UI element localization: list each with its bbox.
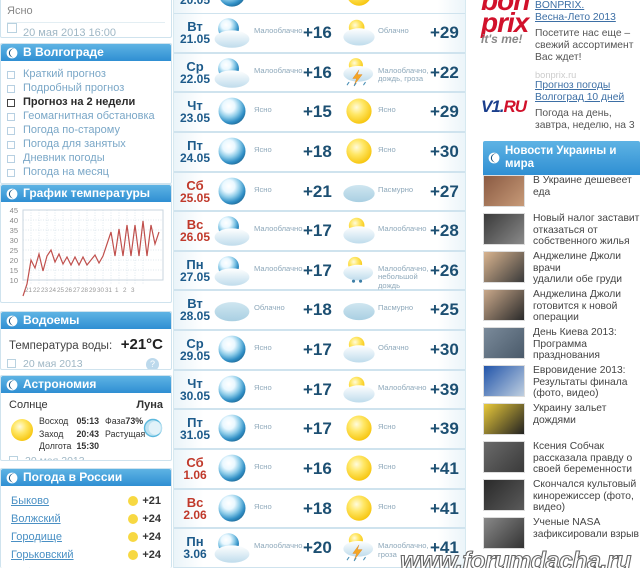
- svg-text:23: 23: [41, 287, 49, 294]
- svg-text:40: 40: [10, 216, 18, 225]
- svg-text:25: 25: [57, 287, 65, 294]
- svg-text:31: 31: [105, 287, 113, 294]
- svg-text:24: 24: [49, 287, 57, 294]
- svg-text:29: 29: [89, 287, 97, 294]
- svg-text:20: 20: [10, 256, 18, 265]
- svg-text:3: 3: [131, 287, 135, 294]
- svg-text:15: 15: [10, 266, 18, 275]
- svg-text:10: 10: [10, 276, 18, 285]
- svg-text:25: 25: [10, 246, 18, 255]
- svg-text:35: 35: [10, 226, 18, 235]
- svg-text:21: 21: [25, 287, 33, 294]
- svg-text:28: 28: [81, 287, 89, 294]
- svg-text:45: 45: [10, 206, 18, 215]
- svg-text:2: 2: [123, 287, 127, 294]
- svg-text:30: 30: [97, 287, 105, 294]
- svg-text:27: 27: [73, 287, 81, 294]
- svg-text:22: 22: [33, 287, 41, 294]
- svg-text:30: 30: [10, 236, 18, 245]
- svg-text:1: 1: [115, 287, 119, 294]
- svg-text:26: 26: [65, 287, 73, 294]
